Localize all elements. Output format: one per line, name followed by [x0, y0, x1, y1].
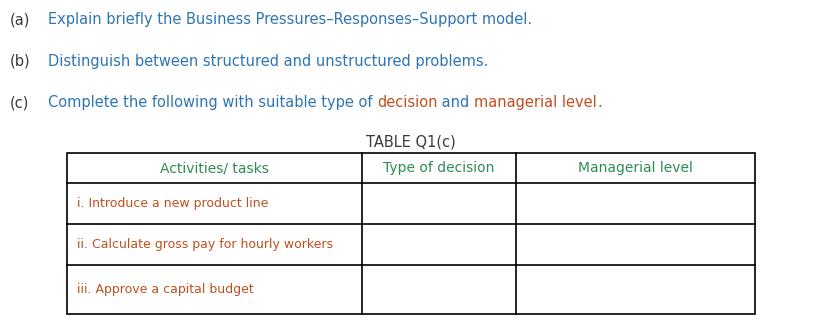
Text: Distinguish between structured and unstructured problems.: Distinguish between structured and unstr… — [48, 54, 488, 69]
Text: Managerial level: Managerial level — [578, 161, 693, 175]
Text: i. Introduce a new product line: i. Introduce a new product line — [77, 197, 269, 210]
Text: decision: decision — [376, 95, 437, 110]
Text: iii. Approve a capital budget: iii. Approve a capital budget — [77, 283, 254, 296]
Text: (c): (c) — [10, 95, 30, 110]
Text: Type of decision: Type of decision — [383, 161, 495, 175]
Text: managerial level: managerial level — [474, 95, 597, 110]
Text: (a): (a) — [10, 12, 30, 27]
Text: and: and — [437, 95, 474, 110]
Text: (b): (b) — [10, 54, 30, 69]
Text: TABLE Q1(c): TABLE Q1(c) — [366, 134, 456, 149]
Text: .: . — [597, 95, 602, 110]
Text: Explain briefly the Business Pressures–Responses–Support model.: Explain briefly the Business Pressures–R… — [48, 12, 532, 27]
Text: Activities/ tasks: Activities/ tasks — [160, 161, 269, 175]
Text: Complete the following with suitable type of: Complete the following with suitable typ… — [48, 95, 376, 110]
Bar — [67, 153, 755, 314]
Text: ii. Calculate gross pay for hourly workers: ii. Calculate gross pay for hourly worke… — [77, 238, 333, 251]
